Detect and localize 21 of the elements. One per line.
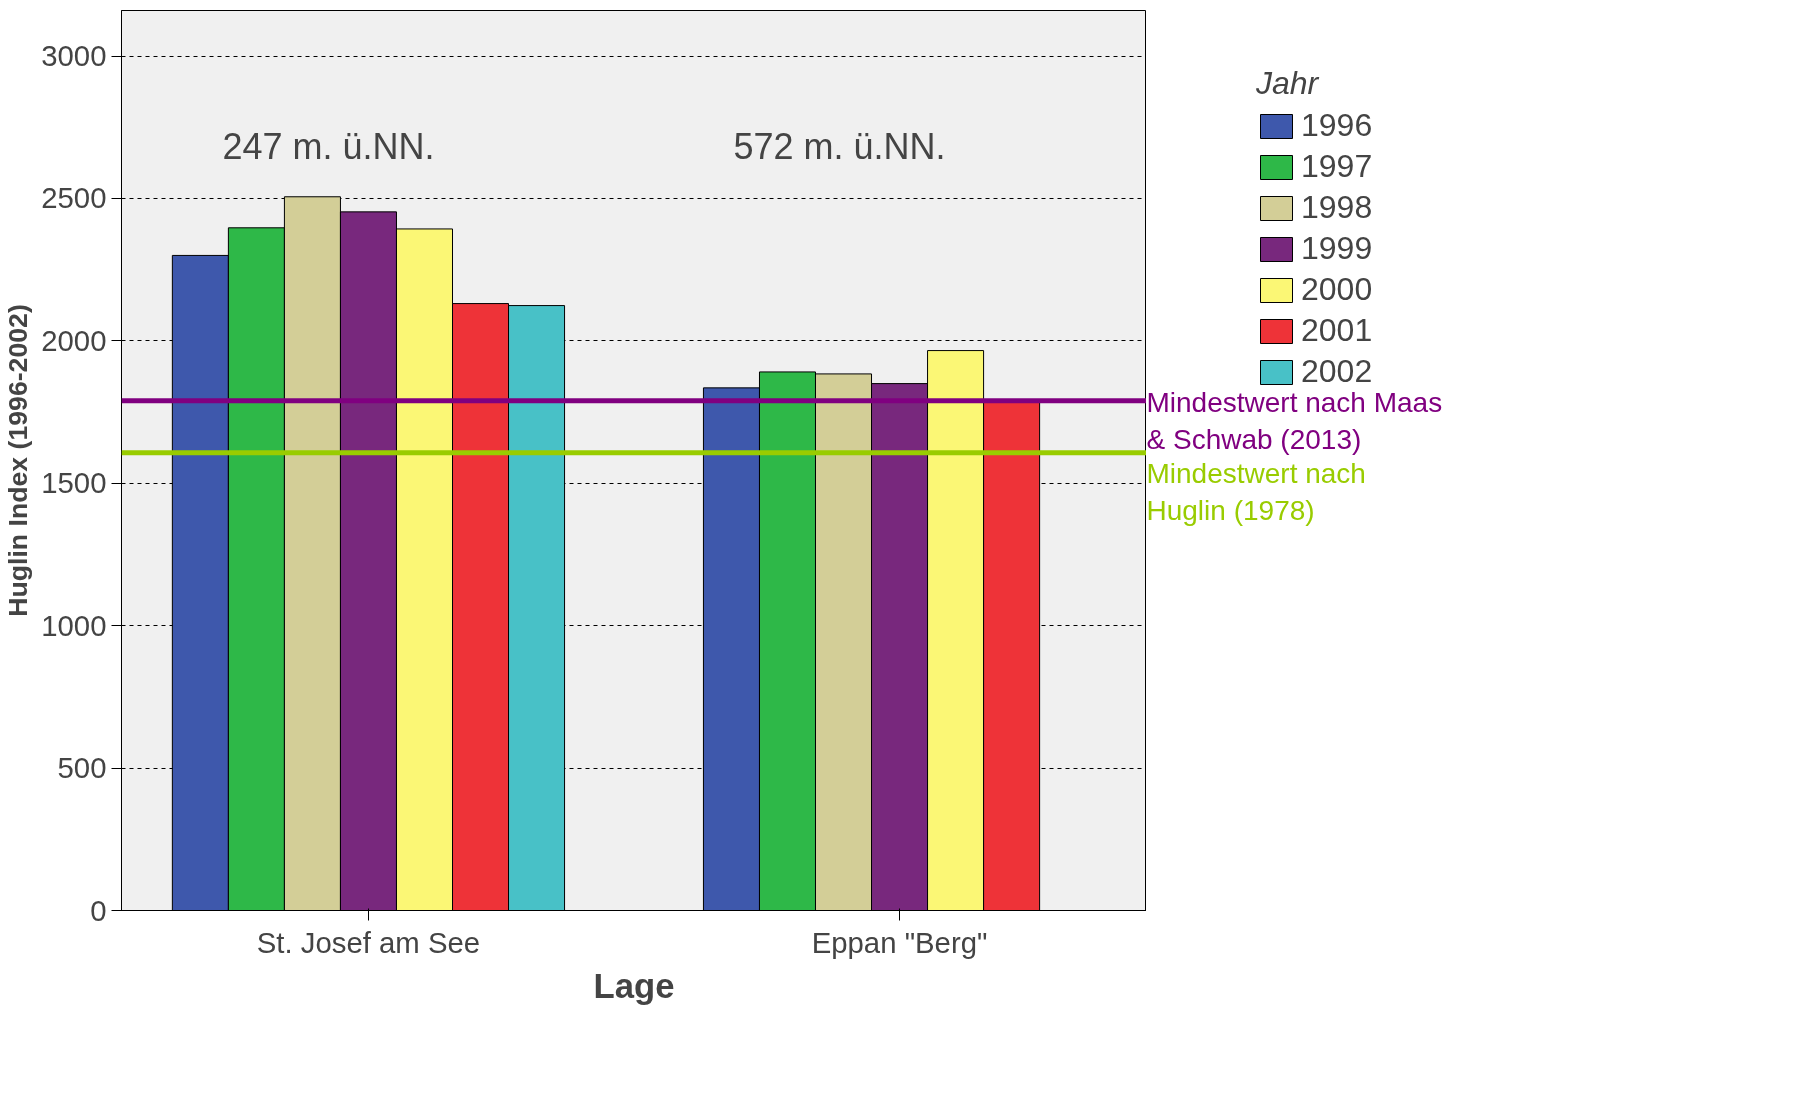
annotation: 247 m. ü.NN. (222, 125, 435, 167)
legend-label: 1998 (1301, 189, 1373, 226)
y-tick-label: 1000 (41, 608, 107, 642)
y-tick-label: 1500 (41, 466, 107, 500)
x-tick-label: St. Josef am See (256, 925, 481, 959)
ref-line-label: Mindestwert nach Huglin (1978) (1146, 457, 1366, 527)
x-axis-title: Lage (593, 966, 675, 1005)
y-tick-label: 500 (57, 751, 107, 785)
y-axis-title: Huglin Index (1996-2002) (3, 304, 34, 617)
y-tick-label: 2000 (41, 323, 107, 357)
legend-label: 2001 (1301, 312, 1373, 349)
legend-label: 1997 (1301, 148, 1373, 185)
x-tick-label: Eppan "Berg" (811, 925, 988, 959)
y-tick-label: 3000 (41, 39, 107, 73)
annotation: 572 m. ü.NN. (733, 125, 946, 167)
y-tick-label: 0 (90, 893, 107, 927)
y-tick-label: 2500 (41, 181, 107, 215)
legend-label: 1999 (1301, 230, 1373, 267)
legend-title: Jahr (1256, 65, 1320, 102)
legend-label: 2000 (1301, 271, 1373, 308)
legend-label: 1996 (1301, 107, 1373, 144)
